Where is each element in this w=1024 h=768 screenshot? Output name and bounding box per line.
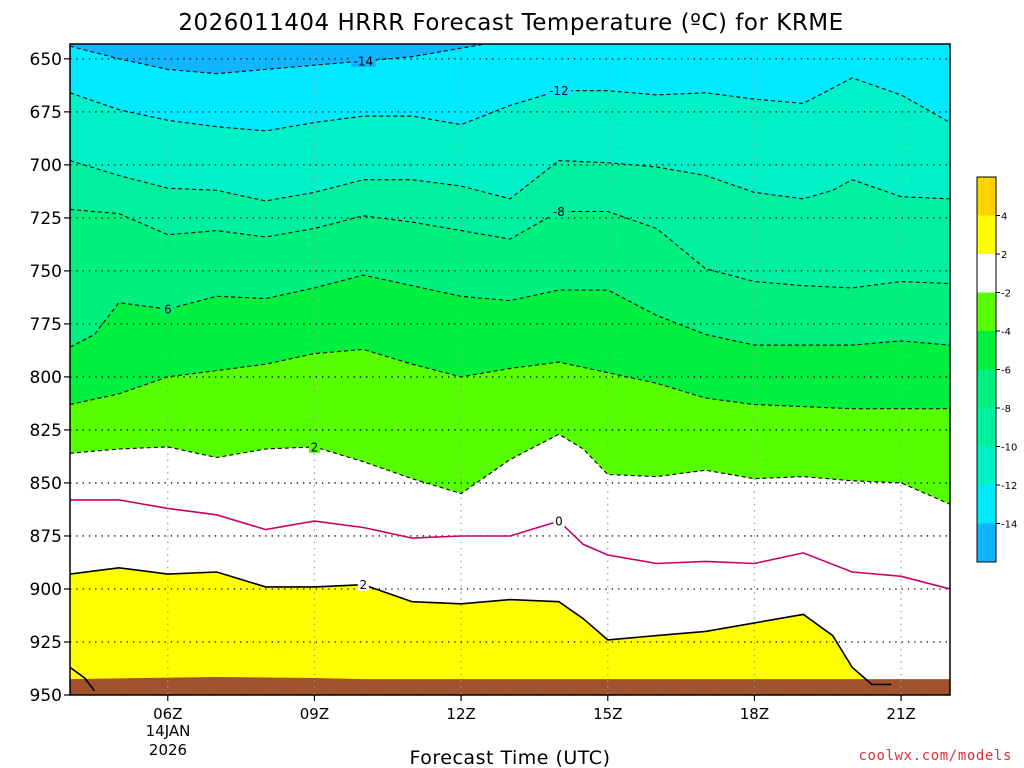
contour-label: 2 xyxy=(360,578,368,592)
colorbar-tick-label: 4 xyxy=(1001,212,1007,223)
contour-label-bg xyxy=(553,514,565,528)
colorbar-swatch xyxy=(977,177,996,216)
y-axis-ticks: 650 675 700 725 750 775 800 825 850 875 900 925 950 xyxy=(30,50,70,706)
site-credit: coolwx.com/models xyxy=(859,748,1013,764)
y-tick-label: 750 xyxy=(30,262,62,282)
y-tick-label: 800 xyxy=(30,368,62,388)
colorbar-swatch xyxy=(977,523,996,562)
colorbar-tick-label: -14 xyxy=(1001,520,1017,531)
colorbar-swatch xyxy=(977,369,996,408)
contour-label: -8 xyxy=(553,205,565,219)
colorbar-swatch xyxy=(977,215,996,254)
colorbar-tick-label: -12 xyxy=(1001,481,1017,492)
colorbar-swatch xyxy=(977,292,996,331)
x-date-year-label: 2026 xyxy=(149,741,187,759)
y-tick-label: 700 xyxy=(30,156,62,176)
y-tick-label: 650 xyxy=(30,50,62,70)
y-tick-label: 950 xyxy=(30,686,62,706)
colorbar-tick-label: -2 xyxy=(1001,289,1011,300)
colorbar-tick-label: -4 xyxy=(1001,327,1011,338)
contour-label-bg xyxy=(162,302,174,316)
temperature-fills xyxy=(70,44,950,695)
y-tick-label: 825 xyxy=(30,421,62,441)
y-tick-label: 675 xyxy=(30,103,62,123)
colorbar-tick-label: 2 xyxy=(1001,250,1007,261)
isotherm-2 xyxy=(70,566,892,686)
isotherm-minus2 xyxy=(70,433,950,505)
isotherm-minus6 xyxy=(70,274,950,348)
x-axis-ticks: 06Z 09Z 12Z 15Z 18Z 21Z xyxy=(153,695,916,723)
isotherm-minus4 xyxy=(70,348,950,410)
y-tick-label: 925 xyxy=(30,633,62,653)
x-tick-label: 15Z xyxy=(593,705,622,723)
colorbar-swatch xyxy=(977,254,996,293)
isotherm-minus12 xyxy=(70,77,950,132)
y-tick-label: 775 xyxy=(30,315,62,335)
contour-label: 6 xyxy=(164,303,172,317)
y-tick-label: 900 xyxy=(30,580,62,600)
x-tick-label: 18Z xyxy=(740,705,769,723)
x-tick-label: 09Z xyxy=(300,705,329,723)
colorbar-tick-label: -8 xyxy=(1001,404,1011,415)
plot-area xyxy=(70,44,950,695)
contour-label: -12 xyxy=(549,84,569,98)
y-tick-label: 875 xyxy=(30,527,62,547)
x-date-day-label: 14JAN xyxy=(146,722,191,740)
isotherm-4 xyxy=(70,666,96,692)
plot-frame xyxy=(69,43,951,696)
contour-label-bg xyxy=(308,439,320,453)
colorbar-swatch xyxy=(977,485,996,524)
contour-label-bg xyxy=(549,204,568,218)
colorbar-swatch xyxy=(977,446,996,485)
colorbar-tick-label: -10 xyxy=(1001,443,1017,454)
isotherm-minus8 xyxy=(70,208,950,289)
chart-title: 2026011404 HRRR Forecast Temperature (ºC… xyxy=(178,10,843,36)
contour-labels: -14 -12 -8 6 2 0 2 xyxy=(162,53,572,592)
x-tick-label: 21Z xyxy=(886,705,915,723)
colorbar-swatch xyxy=(977,331,996,370)
contour-label-bg xyxy=(357,577,369,591)
ground-layer xyxy=(70,676,950,695)
x-tick-label: 12Z xyxy=(446,705,475,723)
y-tick-label: 725 xyxy=(30,209,62,229)
contour-label: -14 xyxy=(354,54,374,68)
contour-label: 0 xyxy=(555,515,563,529)
x-axis-label: Forecast Time (UTC) xyxy=(410,747,611,768)
contour-label: 2 xyxy=(311,440,319,454)
isotherm-0 xyxy=(70,499,950,590)
isotherm-contours xyxy=(70,44,950,692)
x-tick-label: 06Z xyxy=(153,705,182,723)
colorbar: 4 2 -2 -4 -6 -8 -10 -12 -14 xyxy=(976,176,1017,563)
ground-fill xyxy=(70,676,950,695)
colorbar-swatch xyxy=(977,408,996,447)
colorbar-tick-label: -6 xyxy=(1001,366,1011,377)
contour-label-bg xyxy=(350,53,376,67)
y-tick-label: 850 xyxy=(30,474,62,494)
contour-label-bg xyxy=(546,83,572,97)
band-fill-minus14 xyxy=(70,44,486,74)
isotherm-minus10 xyxy=(70,160,950,202)
